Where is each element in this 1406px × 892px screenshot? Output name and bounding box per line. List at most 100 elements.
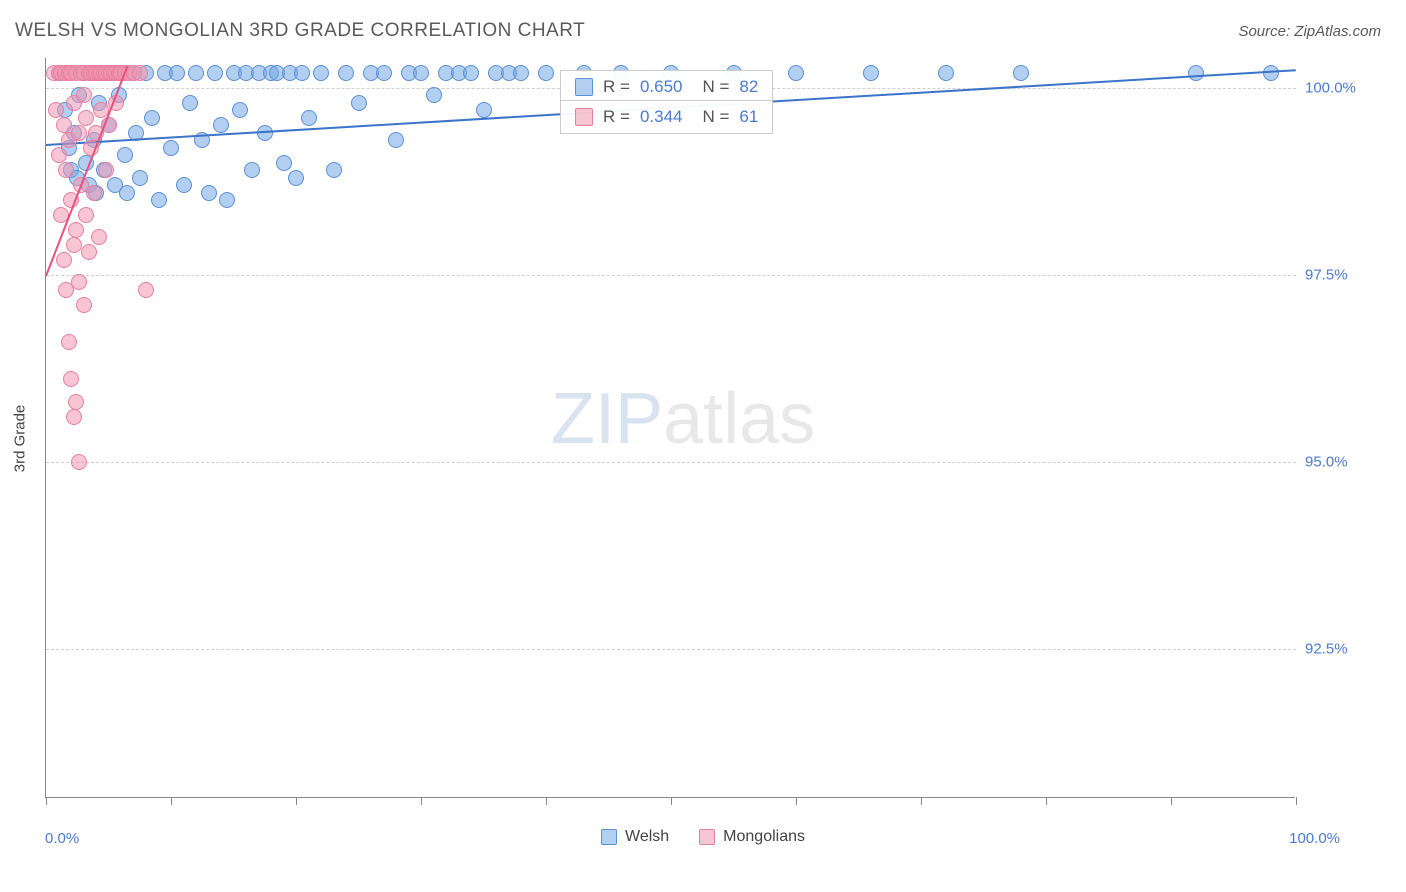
- scatter-point: [219, 192, 235, 208]
- legend-label: Mongolians: [723, 828, 805, 846]
- gridline-h: [46, 649, 1296, 650]
- gridline-h: [46, 462, 1296, 463]
- watermark: ZIPatlas: [551, 378, 815, 460]
- scatter-point: [98, 162, 114, 178]
- scatter-point: [56, 252, 72, 268]
- x-tick: [1046, 797, 1047, 805]
- scatter-point: [76, 297, 92, 313]
- scatter-point: [232, 102, 248, 118]
- scatter-point: [426, 87, 442, 103]
- scatter-point: [388, 132, 404, 148]
- scatter-point: [188, 65, 204, 81]
- scatter-point: [169, 65, 185, 81]
- x-tick: [46, 797, 47, 805]
- scatter-point: [68, 222, 84, 238]
- scatter-point: [151, 192, 167, 208]
- scatter-point: [244, 162, 260, 178]
- scatter-point: [276, 155, 292, 171]
- stats-row: R = 0.344N = 61: [560, 100, 773, 134]
- scatter-point: [326, 162, 342, 178]
- gridline-h: [46, 275, 1296, 276]
- scatter-point: [351, 95, 367, 111]
- scatter-point: [81, 244, 97, 260]
- stats-r-label: R =: [603, 107, 630, 127]
- scatter-point: [413, 65, 429, 81]
- scatter-point: [301, 110, 317, 126]
- chart-title: WELSH VS MONGOLIAN 3RD GRADE CORRELATION…: [15, 20, 585, 42]
- stats-swatch: [575, 78, 593, 96]
- scatter-point: [213, 117, 229, 133]
- x-tick: [921, 797, 922, 805]
- scatter-point: [1013, 65, 1029, 81]
- scatter-point: [1188, 65, 1204, 81]
- scatter-point: [163, 140, 179, 156]
- y-axis-title: 3rd Grade: [12, 405, 29, 473]
- chart-header: WELSH VS MONGOLIAN 3RD GRADE CORRELATION…: [0, 0, 1406, 52]
- scatter-point: [71, 125, 87, 141]
- scatter-point: [463, 65, 479, 81]
- legend-item: Welsh: [601, 828, 669, 846]
- scatter-point: [56, 117, 72, 133]
- scatter-point: [313, 65, 329, 81]
- scatter-point: [138, 282, 154, 298]
- x-tick: [1171, 797, 1172, 805]
- scatter-point: [132, 170, 148, 186]
- scatter-point: [63, 371, 79, 387]
- plot-area: ZIPatlas: [45, 58, 1295, 798]
- scatter-point: [66, 409, 82, 425]
- bottom-legend: Welsh Mongolians: [0, 828, 1406, 846]
- scatter-point: [376, 65, 392, 81]
- x-tick: [171, 797, 172, 805]
- stats-n-label: N =: [702, 77, 729, 97]
- stats-row: R = 0.650 N = 82: [560, 70, 773, 104]
- scatter-point: [78, 110, 94, 126]
- x-tick: [796, 797, 797, 805]
- scatter-point: [513, 65, 529, 81]
- y-tick-label: 100.0%: [1305, 79, 1356, 96]
- scatter-point: [538, 65, 554, 81]
- x-tick: [1296, 797, 1297, 805]
- scatter-point: [71, 454, 87, 470]
- scatter-point: [66, 237, 82, 253]
- x-tick: [546, 797, 547, 805]
- scatter-point: [51, 147, 67, 163]
- stats-r-value: 0.344: [640, 107, 683, 127]
- scatter-point: [938, 65, 954, 81]
- legend-swatch: [699, 829, 715, 845]
- stats-n-value: 61: [739, 107, 758, 127]
- scatter-point: [68, 394, 84, 410]
- scatter-point: [58, 162, 74, 178]
- x-tick: [671, 797, 672, 805]
- scatter-point: [294, 65, 310, 81]
- y-tick-label: 97.5%: [1305, 266, 1348, 283]
- y-tick-label: 95.0%: [1305, 453, 1348, 470]
- scatter-point: [338, 65, 354, 81]
- stats-swatch: [575, 108, 593, 126]
- legend-swatch: [601, 829, 617, 845]
- scatter-point: [61, 334, 77, 350]
- scatter-point: [132, 65, 148, 81]
- scatter-point: [86, 185, 102, 201]
- scatter-point: [119, 185, 135, 201]
- watermark-atlas: atlas: [663, 379, 815, 459]
- legend-item: Mongolians: [699, 828, 805, 846]
- scatter-point: [176, 177, 192, 193]
- scatter-point: [78, 207, 94, 223]
- scatter-point: [863, 65, 879, 81]
- stats-r-label: R =: [603, 77, 630, 97]
- scatter-point: [182, 95, 198, 111]
- legend-label: Welsh: [625, 828, 669, 846]
- scatter-point: [117, 147, 133, 163]
- watermark-zip: ZIP: [551, 379, 663, 459]
- chart-container: ZIPatlas 0.0% 100.0% 92.5%95.0%97.5%100.…: [45, 58, 1340, 798]
- x-tick: [421, 797, 422, 805]
- scatter-point: [288, 170, 304, 186]
- scatter-point: [91, 229, 107, 245]
- stats-r-value: 0.650: [640, 77, 683, 97]
- scatter-point: [788, 65, 804, 81]
- y-tick-label: 92.5%: [1305, 640, 1348, 657]
- chart-source: Source: ZipAtlas.com: [1238, 23, 1381, 40]
- stats-n-value: 82: [739, 77, 758, 97]
- scatter-point: [144, 110, 160, 126]
- scatter-point: [71, 274, 87, 290]
